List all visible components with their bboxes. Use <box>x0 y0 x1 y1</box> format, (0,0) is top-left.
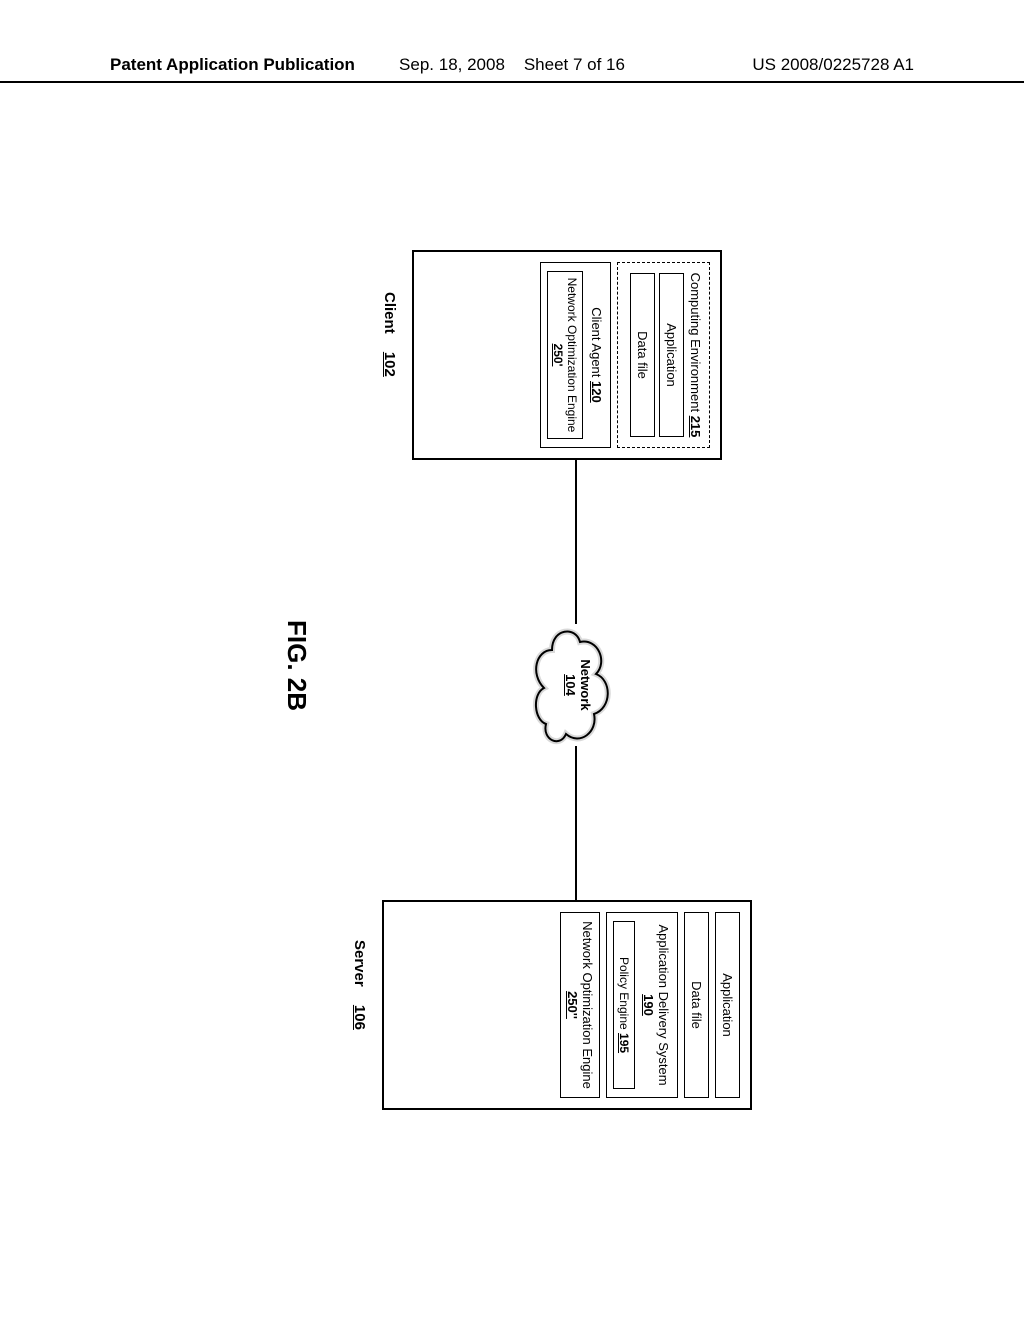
server-policy-ref: 195 <box>617 1033 631 1053</box>
network-cloud: Network 104 <box>532 620 622 750</box>
server-box: Application Data file Application Delive… <box>382 900 752 1110</box>
client-agent-label: Client Agent <box>589 307 604 377</box>
server-caption-ref: 106 <box>351 1005 368 1030</box>
connector-network-to-server <box>575 746 577 900</box>
server-caption: Server 106 <box>351 940 368 1030</box>
page-root: Patent Application Publication Sep. 18, … <box>0 0 1024 1320</box>
server-datafile-label: Data file <box>689 981 704 1029</box>
server-ads-ref: 190 <box>641 994 656 1016</box>
server-policy-label: Policy Engine <box>617 957 631 1030</box>
client-caption-label: Client <box>381 292 398 334</box>
connector-client-to-network <box>575 460 577 624</box>
server-application-box: Application <box>715 912 740 1098</box>
server-caption-label: Server <box>351 940 368 987</box>
client-computing-env: Computing Environment 215 Application Da… <box>617 262 710 448</box>
diagram-rotated-wrapper: Network 104 Computing Environment 215 Ap… <box>242 240 782 1120</box>
server-netopt-ref: 250'' <box>565 991 580 1019</box>
header-date: Sep. 18, 2008 <box>399 55 505 74</box>
header-left: Patent Application Publication <box>110 55 363 75</box>
client-computing-env-label: Computing Environment <box>688 273 703 412</box>
server-application-label: Application <box>720 973 735 1037</box>
server-netopt-box: Network Optimization Engine 250'' <box>560 912 600 1098</box>
server-ads-label: Application Delivery System <box>656 924 671 1085</box>
server-ads-box: Application Delivery System 190 Policy E… <box>606 912 678 1098</box>
server-netopt-label: Network Optimization Engine <box>580 921 595 1089</box>
client-netopt-ref: 250' <box>551 344 565 367</box>
client-agent-box: Client Agent 120 Network Optimization En… <box>540 262 611 448</box>
client-netopt-box: Network Optimization Engine 250' <box>547 271 583 439</box>
client-netopt-label: Network Optimization Engine <box>565 278 579 433</box>
network-label: Network <box>577 659 592 710</box>
server-datafile-box: Data file <box>684 912 709 1098</box>
client-application-box: Application <box>659 273 684 437</box>
client-datafile-label: Data file <box>635 331 650 379</box>
client-datafile-box: Data file <box>630 273 655 437</box>
client-computing-env-ref: 215 <box>688 416 703 438</box>
page-header: Patent Application Publication Sep. 18, … <box>0 55 1024 83</box>
network-cloud-text: Network 104 <box>532 620 622 750</box>
header-mid: Sep. 18, 2008 Sheet 7 of 16 <box>399 55 625 75</box>
client-caption: Client 102 <box>381 292 398 377</box>
header-sheet: Sheet 7 of 16 <box>524 55 625 74</box>
figure-label: FIG. 2B <box>281 620 312 711</box>
network-ref: 104 <box>562 674 577 696</box>
client-caption-ref: 102 <box>381 352 398 377</box>
server-policy-box: Policy Engine 195 <box>613 921 635 1089</box>
client-application-label: Application <box>664 323 679 387</box>
diagram: Network 104 Computing Environment 215 Ap… <box>242 240 782 1120</box>
header-right: US 2008/0225728 A1 <box>661 55 914 75</box>
client-box: Computing Environment 215 Application Da… <box>412 250 722 460</box>
client-agent-ref: 120 <box>589 381 604 403</box>
